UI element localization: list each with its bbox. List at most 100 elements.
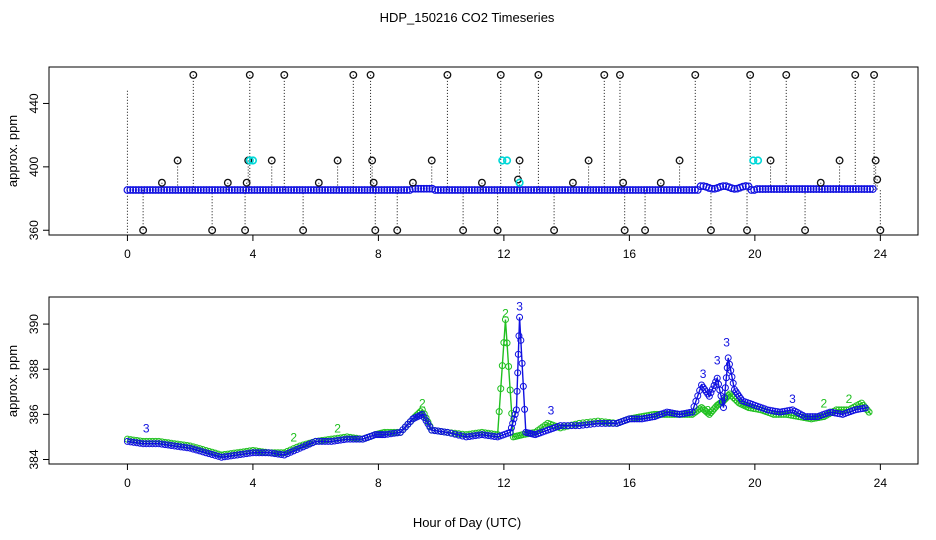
baseline-point [431,186,440,194]
baseline-point [592,186,601,194]
baseline-point [456,186,465,194]
outlier-point [493,226,502,235]
baseline-point [482,186,490,194]
baseline-point [484,186,493,194]
baseline-point [676,186,685,194]
baseline-point [295,186,304,194]
outlier-point [656,178,665,187]
outlier-point [368,156,377,165]
baseline-point [772,185,781,193]
baseline-point [775,185,784,193]
baseline-point [654,186,663,194]
series-point-3 [287,448,295,456]
baseline-point [860,185,869,193]
baseline-point [244,186,253,194]
baseline-point [685,186,694,194]
baseline-point [219,186,228,194]
baseline-point [417,184,425,193]
baseline-point [318,186,327,194]
baseline-point [329,186,338,194]
baseline-point [634,186,643,194]
outlier-point [371,226,380,235]
baseline-point [340,186,349,194]
series-point-3 [851,406,859,414]
baseline-point [795,185,804,193]
series-point-3 [440,428,448,436]
series-point-3 [202,449,210,457]
series-point-3 [309,439,317,447]
baseline-point [230,186,239,194]
panel-bottom-frame [48,296,919,465]
series-point-3 [668,409,676,417]
baseline-point [558,186,567,194]
baseline-point [812,185,821,193]
point-label: 2 [846,392,853,406]
baseline-point [668,186,677,194]
baseline-point [603,186,612,194]
baseline-point [866,185,874,193]
baseline-point [761,185,770,193]
baseline-point [631,186,640,194]
baseline-point [657,186,665,194]
cyan-point [502,156,512,165]
baseline-point [154,186,163,194]
baseline-point [199,186,208,194]
baseline-point [580,186,589,194]
x-tick-label: 20 [748,476,762,490]
series-point-3 [804,413,812,421]
baseline-point [784,185,793,193]
baseline-point [403,186,411,194]
baseline-point [177,186,185,194]
baseline-point [473,186,482,194]
baseline-point [832,185,841,193]
baseline-point [304,186,313,194]
baseline-point [578,186,586,194]
series-point-3 [579,421,587,429]
series-point-3 [514,350,522,358]
baseline-point [787,185,795,193]
baseline-point [126,186,135,194]
series-point-3 [509,419,517,427]
outlier-point [393,226,402,235]
baseline-point [236,186,245,194]
baseline-point [264,186,273,194]
x-tick-label: 4 [250,476,257,490]
baseline-point [730,184,739,193]
baseline-point [643,186,651,194]
series-line-3 [127,317,868,458]
outlier-point [333,156,342,165]
series-point-3 [728,373,736,381]
baseline-point [803,185,812,193]
baseline-point [270,186,279,194]
baseline-point [261,186,270,194]
baseline-point [753,185,761,193]
outlier-point [766,156,775,165]
point-label: 3 [143,421,150,435]
baseline-point [168,186,177,194]
baseline-point [758,185,767,193]
series-point-3 [648,413,656,421]
series-point-3 [676,410,684,418]
baseline-point [527,186,536,194]
baseline-point [499,186,507,194]
series-point-3 [507,424,515,432]
series-point-3 [514,369,522,377]
baseline-point [569,186,578,194]
baseline-point [352,186,361,194]
outlier-point [443,70,452,79]
baseline-point [535,186,544,194]
series-point-2 [503,339,511,347]
series-point-3 [199,448,207,456]
baseline-point [360,186,369,194]
point-label: 3 [548,403,555,417]
baseline-point [665,186,674,194]
point-label: 3 [714,354,721,368]
baseline-point [307,186,315,194]
outlier-point [459,226,468,235]
outlier-point [189,70,198,79]
baseline-point [606,186,615,194]
baseline-point [146,186,154,194]
point-label: 3 [789,392,796,406]
